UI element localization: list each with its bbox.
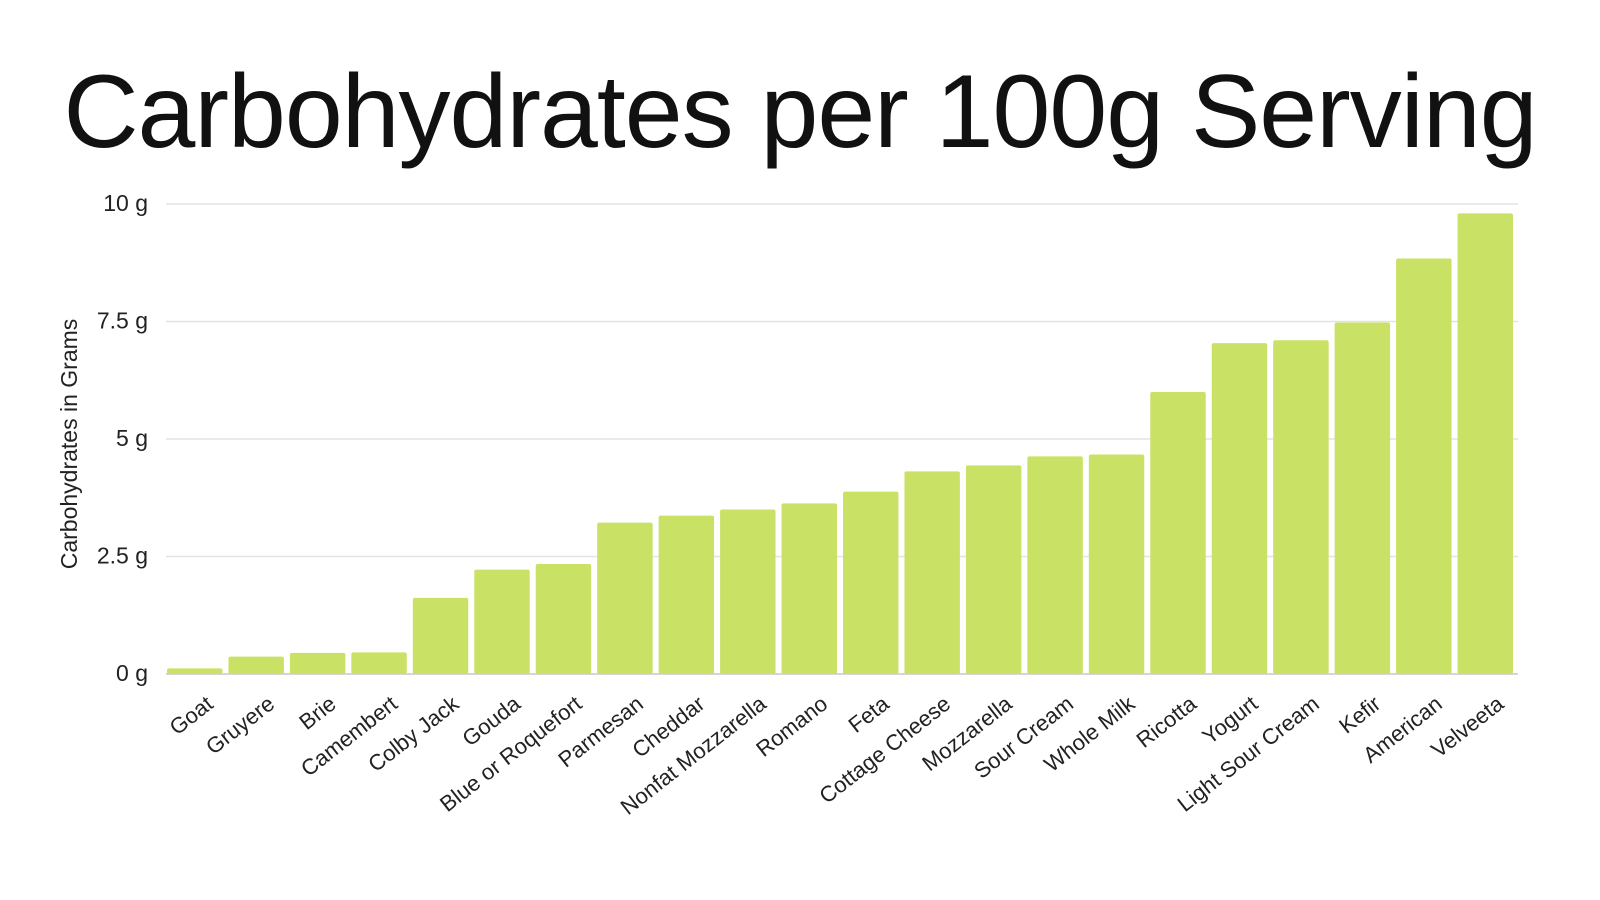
bar-american	[1396, 258, 1452, 674]
x-tick-label: Kefir	[1334, 691, 1385, 739]
x-tick-label: Ricotta	[1132, 690, 1202, 752]
bar-colby-jack	[412, 597, 469, 674]
bar-romano	[781, 503, 837, 674]
bar-velveeta	[1457, 213, 1513, 674]
bar-whole-milk	[1088, 454, 1145, 674]
bar-kefir	[1334, 322, 1391, 674]
bar-cottage-cheese	[904, 471, 960, 674]
bar-camembert	[351, 652, 407, 674]
chart-title: Carbohydrates per 100g Serving	[63, 54, 1537, 170]
y-tick-label: 0 g	[116, 660, 148, 686]
x-tick-label: Feta	[844, 690, 895, 737]
bar-mozzarella	[965, 465, 1022, 674]
bar-parmesan	[597, 522, 653, 674]
y-tick-label: 5 g	[116, 425, 148, 451]
y-axis-ticks: 0 g 2.5 g 5 g 7.5 g 10 g	[97, 190, 148, 686]
y-tick-label: 10 g	[103, 190, 148, 216]
bar-light-sour-cream	[1273, 340, 1329, 674]
bars	[167, 213, 1513, 674]
bar-blue-or-roquefort	[535, 564, 592, 674]
bar-gouda	[474, 569, 530, 674]
y-tick-label: 7.5 g	[97, 308, 148, 334]
x-tick-label: Gruyere	[201, 691, 279, 760]
bar-feta	[843, 491, 899, 674]
bar-brie	[289, 652, 346, 674]
y-axis-title: Carbohydrates in Grams	[56, 319, 82, 570]
bar-goat	[167, 668, 223, 674]
bar-sour-cream	[1027, 456, 1083, 674]
bar-gruyere	[228, 656, 284, 674]
bar-yogurt	[1211, 343, 1268, 674]
bar-ricotta	[1150, 392, 1206, 674]
bar-nonfat-mozzarella	[720, 509, 776, 674]
x-tick-label: Brie	[294, 691, 340, 735]
y-tick-label: 2.5 g	[97, 543, 148, 569]
bar-cheddar	[658, 515, 715, 674]
